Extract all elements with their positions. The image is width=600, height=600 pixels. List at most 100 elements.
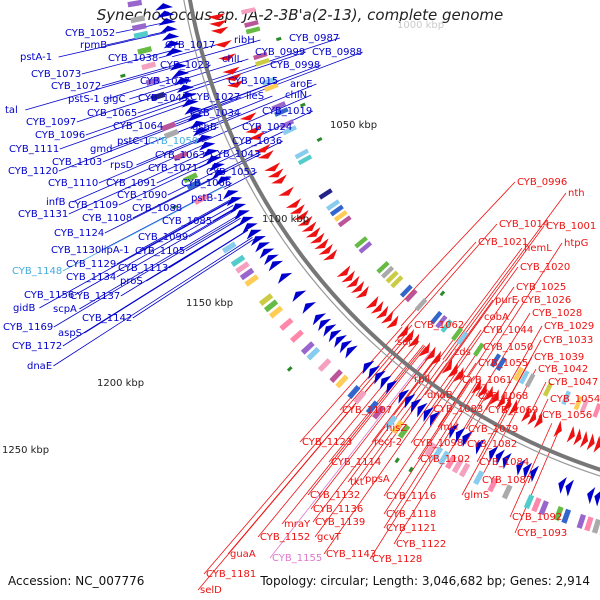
gene-label: chlN: [285, 90, 307, 101]
gene-label: pstC-1: [117, 136, 149, 147]
gene-connector-line: [476, 402, 511, 463]
reverse-gene-mark: [593, 435, 600, 453]
gene-label: CYB_1015: [228, 76, 278, 87]
forward-gene-mark: [169, 62, 188, 71]
cog-band-mark: [131, 23, 147, 32]
gene-connector-line: [369, 384, 480, 560]
cog-band-mark: [451, 458, 464, 474]
cog-band-mark: [524, 373, 536, 388]
reverse-gene-mark: [214, 40, 232, 48]
gene-connector-line: [406, 324, 413, 332]
gene-label: CYB_1065: [87, 108, 137, 119]
gene-label: CYB_1083: [433, 404, 483, 415]
forward-gene-mark: [380, 375, 392, 390]
forward-gene-mark: [255, 242, 271, 253]
gene-label: CYB_1123: [302, 437, 352, 448]
gene-label: CYB_1116: [386, 491, 436, 502]
gene-connector-line: [509, 423, 553, 518]
gene-connector-line: [312, 355, 439, 523]
cog-band-mark: [306, 346, 321, 361]
reverse-gene-mark: [502, 396, 512, 412]
genome-ring: [120, 0, 600, 535]
gene-label: CYB_1155: [272, 553, 322, 564]
gene-label: recJ-2: [374, 437, 402, 448]
forward-gene-mark: [368, 365, 381, 380]
gene-label: CYB_0988: [312, 47, 362, 58]
gene-label: CYB_1037: [140, 76, 190, 87]
forward-gene-mark: [226, 196, 243, 207]
gene-connector-line: [116, 200, 231, 265]
cog-band-mark: [326, 199, 341, 211]
reverse-gene-mark: [285, 198, 302, 208]
forward-gene-mark: [161, 33, 180, 41]
cog-band-mark: [414, 297, 428, 312]
rna-mark: [439, 290, 446, 297]
gene-connector-line: [132, 175, 218, 219]
gene-label: tal: [5, 105, 18, 116]
reverse-gene-mark: [297, 215, 313, 226]
reverse-gene-mark: [447, 363, 458, 378]
forward-gene-mark: [195, 134, 213, 144]
gene-connector-line: [472, 242, 563, 381]
gene-label: aspS: [58, 328, 82, 339]
reverse-gene-mark: [267, 168, 284, 178]
gene-connector-line: [174, 39, 261, 65]
gene-label: CYB_1023: [160, 60, 210, 71]
forward-gene-mark: [302, 302, 317, 314]
cog-band-mark: [271, 101, 287, 111]
forward-gene-mark: [160, 25, 178, 34]
forward-gene-mark: [312, 313, 327, 326]
forward-gene-mark: [565, 479, 574, 497]
cog-band-mark: [561, 508, 572, 524]
cog-band-mark: [130, 15, 146, 24]
reverse-gene-mark: [424, 346, 436, 361]
reverse-gene-mark: [318, 243, 333, 255]
forward-gene-mark: [215, 176, 232, 186]
gene-label: CYB_1143: [326, 549, 376, 560]
forward-gene-mark: [530, 465, 539, 483]
gene-label: cobA: [484, 312, 509, 323]
cog-band-mark: [163, 128, 179, 140]
forward-gene-mark: [488, 446, 499, 463]
cog-band-mark: [261, 76, 277, 86]
gene-label: CYB_1148: [12, 266, 62, 277]
gene-label: CYB_1024: [242, 122, 292, 133]
gene-label: CYB_1091: [106, 178, 156, 189]
gene-connector-line: [383, 382, 477, 529]
gene-label: infB: [46, 197, 66, 208]
cog-band-mark: [354, 236, 368, 249]
gene-connector-line: [466, 362, 477, 377]
reverse-gene-mark: [210, 26, 229, 34]
forward-gene-mark: [163, 40, 182, 49]
gene-label: CYB_1063: [155, 150, 205, 161]
gene-label: CYB_1039: [534, 352, 584, 363]
cog-band-mark: [258, 293, 274, 307]
gene-connector-line: [201, 94, 312, 143]
forward-gene-mark: [323, 324, 337, 337]
accession-text: Accession: NC_007776: [8, 574, 145, 588]
forward-gene-mark: [187, 113, 204, 123]
reverse-gene-mark: [453, 366, 464, 382]
forward-gene-mark: [208, 162, 225, 172]
gene-connector-line: [456, 286, 515, 370]
gene-label: pstS-1: [68, 94, 100, 105]
gene-label: CYB_1044: [483, 325, 533, 336]
gene-connector-line: [447, 299, 494, 364]
cog-band-mark: [245, 26, 261, 35]
gene-connector-line: [104, 176, 218, 234]
forward-gene-mark: [502, 452, 512, 470]
reverse-gene-mark: [257, 150, 274, 159]
cog-band-mark: [329, 204, 344, 217]
gene-connector-line: [137, 96, 185, 114]
reverse-gene-mark: [341, 270, 355, 283]
rna-mark: [408, 466, 414, 473]
gene-label: CYB_1131: [18, 209, 68, 220]
forward-gene-mark: [339, 340, 353, 354]
gene-label: mraY: [284, 519, 311, 530]
gene-connector-line: [39, 201, 232, 309]
gene-label: ribH: [234, 35, 255, 46]
gene-label: CYB_1056: [542, 410, 592, 421]
cog-band-mark: [365, 400, 379, 415]
reverse-gene-mark: [239, 112, 257, 121]
gene-connector-line: [257, 340, 420, 538]
